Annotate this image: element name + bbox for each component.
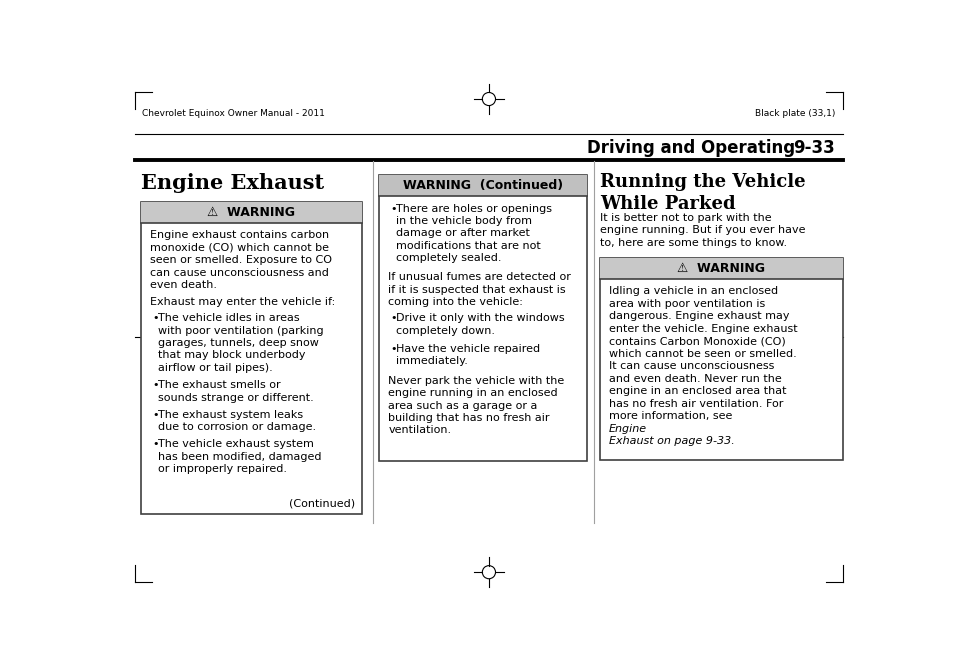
Text: Engine Exhaust: Engine Exhaust <box>141 173 324 193</box>
Text: 9-33: 9-33 <box>793 139 835 157</box>
Text: It can cause unconsciousness: It can cause unconsciousness <box>608 361 774 371</box>
Text: Never park the vehicle with the: Never park the vehicle with the <box>388 375 564 385</box>
Text: Chevrolet Equinox Owner Manual - 2011: Chevrolet Equinox Owner Manual - 2011 <box>142 109 325 118</box>
Text: more information, see: more information, see <box>608 411 735 421</box>
Bar <box>599 258 842 279</box>
Text: •: • <box>152 439 159 449</box>
Text: completely down.: completely down. <box>395 326 495 336</box>
Text: engine running. But if you ever have: engine running. But if you ever have <box>599 225 804 235</box>
Text: immediately.: immediately. <box>395 356 467 366</box>
Text: If unusual fumes are detected or: If unusual fumes are detected or <box>388 272 571 282</box>
Text: engine running in an enclosed: engine running in an enclosed <box>388 388 558 398</box>
Text: •: • <box>390 343 396 353</box>
Text: Exhaust may enter the vehicle if:: Exhaust may enter the vehicle if: <box>150 297 335 307</box>
Text: engine in an enclosed area that: engine in an enclosed area that <box>608 386 785 396</box>
Text: has been modified, damaged: has been modified, damaged <box>158 452 321 462</box>
Text: •: • <box>390 204 396 214</box>
Text: that may block underbody: that may block underbody <box>158 351 305 361</box>
Text: •: • <box>390 313 396 323</box>
Text: seen or smelled. Exposure to CO: seen or smelled. Exposure to CO <box>150 255 332 265</box>
Text: The vehicle exhaust system: The vehicle exhaust system <box>158 439 314 449</box>
Text: •: • <box>152 380 159 390</box>
Text: Drive it only with the windows: Drive it only with the windows <box>395 313 564 323</box>
Bar <box>141 202 361 223</box>
Text: ⚠  WARNING: ⚠ WARNING <box>207 206 295 219</box>
Text: WARNING  (Continued): WARNING (Continued) <box>402 179 562 192</box>
Text: to, here are some things to know.: to, here are some things to know. <box>599 238 786 248</box>
Text: ⚠  WARNING: ⚠ WARNING <box>677 262 764 275</box>
Text: Exhaust on page 9-33.: Exhaust on page 9-33. <box>608 436 734 446</box>
Text: can cause unconsciousness and: can cause unconsciousness and <box>150 268 329 278</box>
Text: Idling a vehicle in an enclosed: Idling a vehicle in an enclosed <box>608 287 778 297</box>
Text: Engine exhaust contains carbon: Engine exhaust contains carbon <box>150 230 329 240</box>
Text: even death.: even death. <box>150 281 217 291</box>
Text: has no fresh air ventilation. For: has no fresh air ventilation. For <box>608 399 782 409</box>
Text: Engine: Engine <box>608 424 646 434</box>
Text: with poor ventilation (parking: with poor ventilation (parking <box>158 325 323 335</box>
Text: Driving and Operating: Driving and Operating <box>586 139 794 157</box>
Text: garages, tunnels, deep snow: garages, tunnels, deep snow <box>158 338 318 348</box>
Text: contains Carbon Monoxide (CO): contains Carbon Monoxide (CO) <box>608 336 785 346</box>
Text: The exhaust system leaks: The exhaust system leaks <box>158 409 303 420</box>
Text: The vehicle idles in areas: The vehicle idles in areas <box>158 313 299 323</box>
Text: •: • <box>152 313 159 323</box>
Text: dangerous. Engine exhaust may: dangerous. Engine exhaust may <box>608 311 789 321</box>
Text: due to corrosion or damage.: due to corrosion or damage. <box>158 422 315 432</box>
Text: (Continued): (Continued) <box>289 498 355 508</box>
Text: in the vehicle body from: in the vehicle body from <box>395 216 532 226</box>
Text: ventilation.: ventilation. <box>388 426 451 436</box>
Text: The exhaust smells or: The exhaust smells or <box>158 380 280 390</box>
Text: if it is suspected that exhaust is: if it is suspected that exhaust is <box>388 285 565 295</box>
Text: completely sealed.: completely sealed. <box>395 253 501 263</box>
Text: modifications that are not: modifications that are not <box>395 241 540 251</box>
Bar <box>599 258 842 460</box>
Bar <box>378 175 586 196</box>
Text: building that has no fresh air: building that has no fresh air <box>388 413 549 423</box>
Bar <box>378 175 586 462</box>
Text: airflow or tail pipes).: airflow or tail pipes). <box>158 363 273 373</box>
Text: which cannot be seen or smelled.: which cannot be seen or smelled. <box>608 349 796 359</box>
Text: and even death. Never run the: and even death. Never run the <box>608 373 781 383</box>
Text: There are holes or openings: There are holes or openings <box>395 204 552 214</box>
Text: •: • <box>152 409 159 420</box>
Text: sounds strange or different.: sounds strange or different. <box>158 393 314 403</box>
Bar <box>141 202 361 514</box>
Text: Have the vehicle repaired: Have the vehicle repaired <box>395 343 539 353</box>
Text: or improperly repaired.: or improperly repaired. <box>158 464 287 474</box>
Text: enter the vehicle. Engine exhaust: enter the vehicle. Engine exhaust <box>608 324 797 334</box>
Text: monoxide (CO) which cannot be: monoxide (CO) which cannot be <box>150 243 329 253</box>
Text: area with poor ventilation is: area with poor ventilation is <box>608 299 764 309</box>
Text: coming into the vehicle:: coming into the vehicle: <box>388 297 522 307</box>
Text: Black plate (33,1): Black plate (33,1) <box>754 109 835 118</box>
Text: Running the Vehicle
While Parked: Running the Vehicle While Parked <box>599 173 804 213</box>
Text: area such as a garage or a: area such as a garage or a <box>388 401 537 411</box>
Text: It is better not to park with the: It is better not to park with the <box>599 213 771 223</box>
Text: damage or after market: damage or after market <box>395 228 529 238</box>
